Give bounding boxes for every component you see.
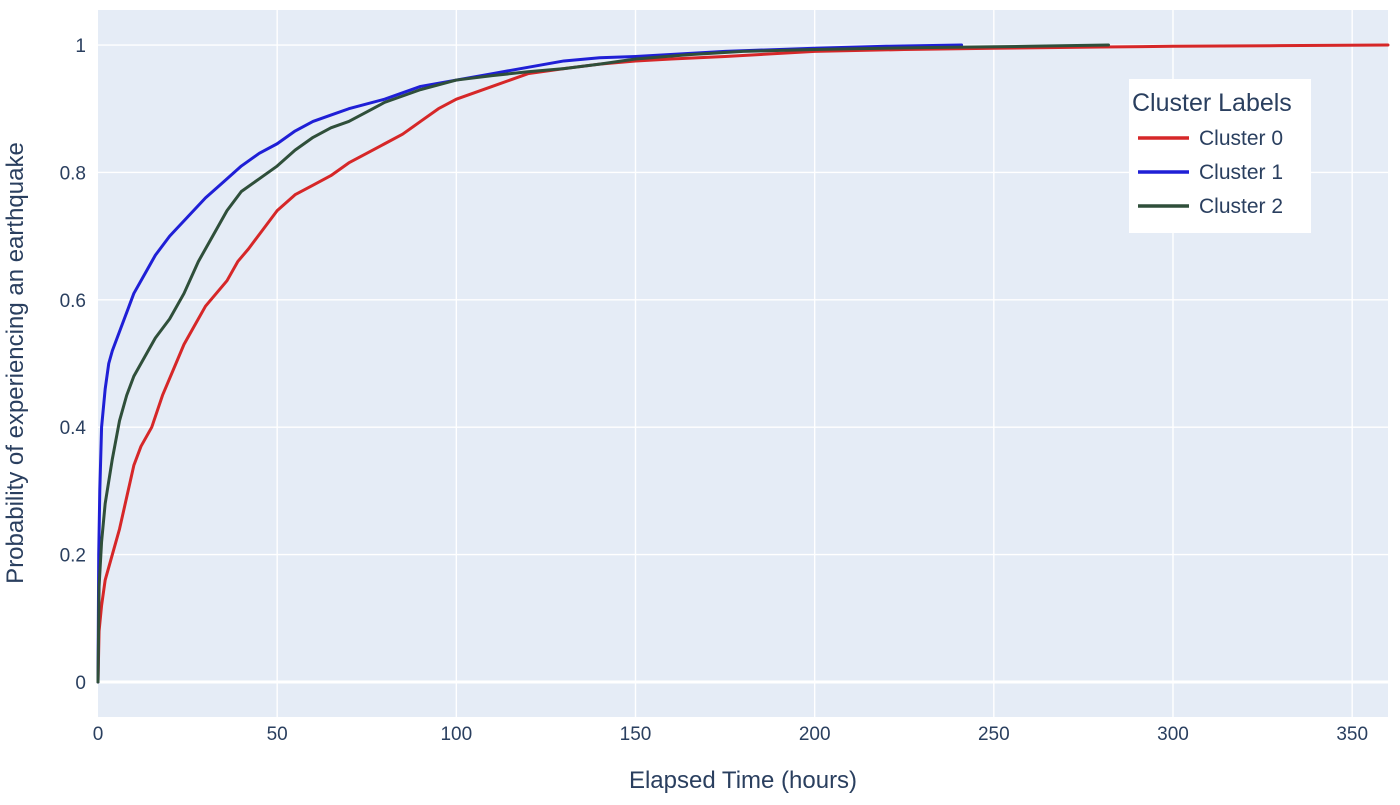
y-tick-label: 0 [75,673,86,694]
y-tick-label: 1 [75,36,86,57]
x-tick-label: 100 [440,724,472,745]
series-line-cluster-1 [96,43,964,684]
y-tick-label: 0.6 [60,291,86,312]
legend-label: Cluster 1 [1199,161,1283,184]
x-tick-label: 50 [267,724,288,745]
y-tick-label: 0.8 [60,163,86,184]
legend-item-cluster-2[interactable]: Cluster 2 [1138,195,1283,218]
series-line-cluster-0 [96,43,1390,684]
y-axis-title: Probability of experiencing an earthquak… [2,142,29,584]
legend-label: Cluster 2 [1199,195,1283,218]
x-axis-ticks: 0 50 100 150 200 250 300 350 [93,724,1368,745]
grid-layer [98,10,1388,717]
x-tick-label: 250 [978,724,1010,745]
legend-items: Cluster 0 Cluster 1 Cluster 2 [1138,127,1283,218]
series-line-cluster-2 [96,43,1110,684]
legend-item-cluster-0[interactable]: Cluster 0 [1138,127,1283,150]
y-axis-ticks: 0 0.2 0.4 0.6 0.8 1 [60,36,87,694]
legend-title: Cluster Labels [1132,89,1292,117]
x-tick-label: 200 [799,724,831,745]
legend-label: Cluster 0 [1199,127,1283,150]
y-tick-label: 0.2 [60,546,86,567]
x-tick-label: 0 [93,724,104,745]
x-axis-title: Elapsed Time (hours) [629,767,857,794]
legend-item-cluster-1[interactable]: Cluster 1 [1138,161,1283,184]
x-tick-label: 300 [1157,724,1189,745]
x-tick-label: 350 [1336,724,1368,745]
x-tick-label: 150 [620,724,652,745]
series-layer [96,43,1390,684]
y-tick-label: 0.4 [60,418,87,439]
